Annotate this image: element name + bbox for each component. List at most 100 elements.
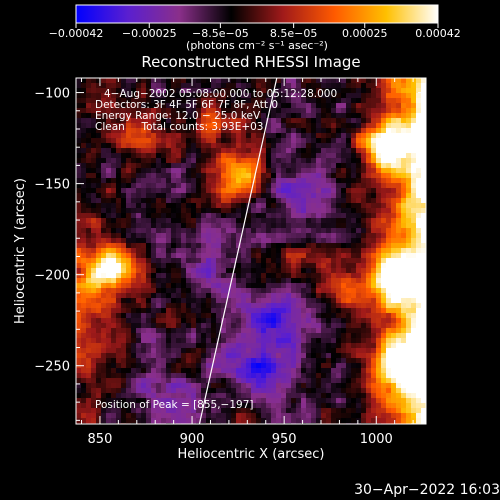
- heatmap-cell: [286, 363, 292, 369]
- heatmap-cell: [151, 173, 157, 179]
- heatmap-cell: [316, 88, 322, 94]
- heatmap-cell: [146, 173, 152, 179]
- heatmap-cell: [316, 198, 322, 204]
- heatmap-cell: [111, 193, 117, 199]
- heatmap-cell: [126, 318, 132, 324]
- heatmap-cell: [151, 153, 157, 159]
- heatmap-cell: [151, 353, 157, 359]
- heatmap-cell: [281, 148, 287, 154]
- heatmap-cell: [136, 353, 142, 359]
- heatmap-cell: [406, 118, 412, 124]
- heatmap-cell: [221, 153, 227, 159]
- heatmap-cell: [221, 328, 227, 334]
- heatmap-cell: [141, 153, 147, 159]
- heatmap-cell: [211, 413, 217, 419]
- heatmap-cell: [126, 108, 132, 114]
- heatmap-cell: [196, 213, 202, 219]
- heatmap-cell: [391, 288, 397, 294]
- heatmap-cell: [266, 288, 272, 294]
- heatmap-cell: [376, 398, 382, 404]
- heatmap-cell: [216, 108, 222, 114]
- heatmap-cell: [261, 188, 267, 194]
- heatmap-cell: [181, 273, 187, 279]
- heatmap-cell: [176, 178, 182, 184]
- heatmap-cell: [111, 168, 117, 174]
- heatmap-cell: [266, 158, 272, 164]
- heatmap-cell: [381, 108, 387, 114]
- heatmap-cell: [141, 208, 147, 214]
- heatmap-cell: [236, 263, 242, 269]
- heatmap-cell: [376, 123, 382, 129]
- heatmap-cell: [191, 333, 197, 339]
- heatmap-cell: [361, 183, 367, 189]
- heatmap-cell: [386, 213, 392, 219]
- heatmap-cell: [306, 108, 312, 114]
- heatmap-cell: [321, 408, 327, 414]
- heatmap-cell: [331, 283, 337, 289]
- heatmap-cell: [186, 378, 192, 384]
- heatmap-cell: [341, 333, 347, 339]
- heatmap-cell: [366, 138, 372, 144]
- heatmap-cell: [371, 408, 377, 414]
- heatmap-cell: [196, 218, 202, 224]
- heatmap-cell: [396, 328, 402, 334]
- heatmap-cell: [226, 298, 232, 304]
- heatmap-cell: [256, 183, 262, 189]
- heatmap-cell: [381, 263, 387, 269]
- heatmap-cell: [311, 218, 317, 224]
- heatmap-cell: [141, 363, 147, 369]
- heatmap-cell: [161, 238, 167, 244]
- heatmap-cell: [91, 328, 97, 334]
- heatmap-cell: [86, 368, 92, 374]
- heatmap-cell: [91, 103, 97, 109]
- heatmap-cell: [281, 98, 287, 104]
- heatmap-cell: [251, 273, 257, 279]
- heatmap-cell: [301, 218, 307, 224]
- heatmap-cell: [76, 138, 82, 144]
- heatmap-cell: [346, 118, 352, 124]
- heatmap-cell: [306, 138, 312, 144]
- heatmap-cell: [371, 123, 377, 129]
- heatmap-cell: [406, 163, 412, 169]
- heatmap-cell: [271, 308, 277, 314]
- heatmap-cell: [201, 123, 207, 129]
- heatmap-cell: [136, 323, 142, 329]
- heatmap-cell: [266, 108, 272, 114]
- heatmap-cell: [376, 173, 382, 179]
- heatmap-cell: [331, 238, 337, 244]
- heatmap-cell: [101, 248, 107, 254]
- heatmap-cell: [161, 358, 167, 364]
- heatmap-cell: [331, 373, 337, 379]
- heatmap-cell: [156, 243, 162, 249]
- heatmap-cell: [411, 283, 417, 289]
- heatmap-cell: [201, 233, 207, 239]
- heatmap-cell: [366, 228, 372, 234]
- heatmap-cell: [356, 168, 362, 174]
- heatmap-cell: [206, 118, 212, 124]
- heatmap-cell: [111, 248, 117, 254]
- heatmap-cell: [81, 158, 87, 164]
- heatmap-cell: [256, 268, 262, 274]
- heatmap-cell: [326, 108, 332, 114]
- heatmap-cell: [171, 343, 177, 349]
- heatmap-cell: [91, 368, 97, 374]
- heatmap-cell: [371, 183, 377, 189]
- heatmap-cell: [326, 318, 332, 324]
- heatmap-cell: [416, 243, 422, 249]
- heatmap-cell: [96, 208, 102, 214]
- heatmap-cell: [311, 258, 317, 264]
- heatmap-cell: [81, 213, 87, 219]
- heatmap-cell: [236, 183, 242, 189]
- heatmap-cell: [376, 343, 382, 349]
- heatmap-cell: [121, 368, 127, 374]
- heatmap-cell: [331, 328, 337, 334]
- heatmap-cell: [201, 203, 207, 209]
- heatmap-cell: [116, 258, 122, 264]
- heatmap-cell: [206, 348, 212, 354]
- heatmap-cell: [321, 338, 327, 344]
- heatmap-cell: [141, 188, 147, 194]
- heatmap-cell: [176, 133, 182, 139]
- heatmap-cell: [311, 233, 317, 239]
- heatmap-cell: [261, 108, 267, 114]
- heatmap-cell: [266, 333, 272, 339]
